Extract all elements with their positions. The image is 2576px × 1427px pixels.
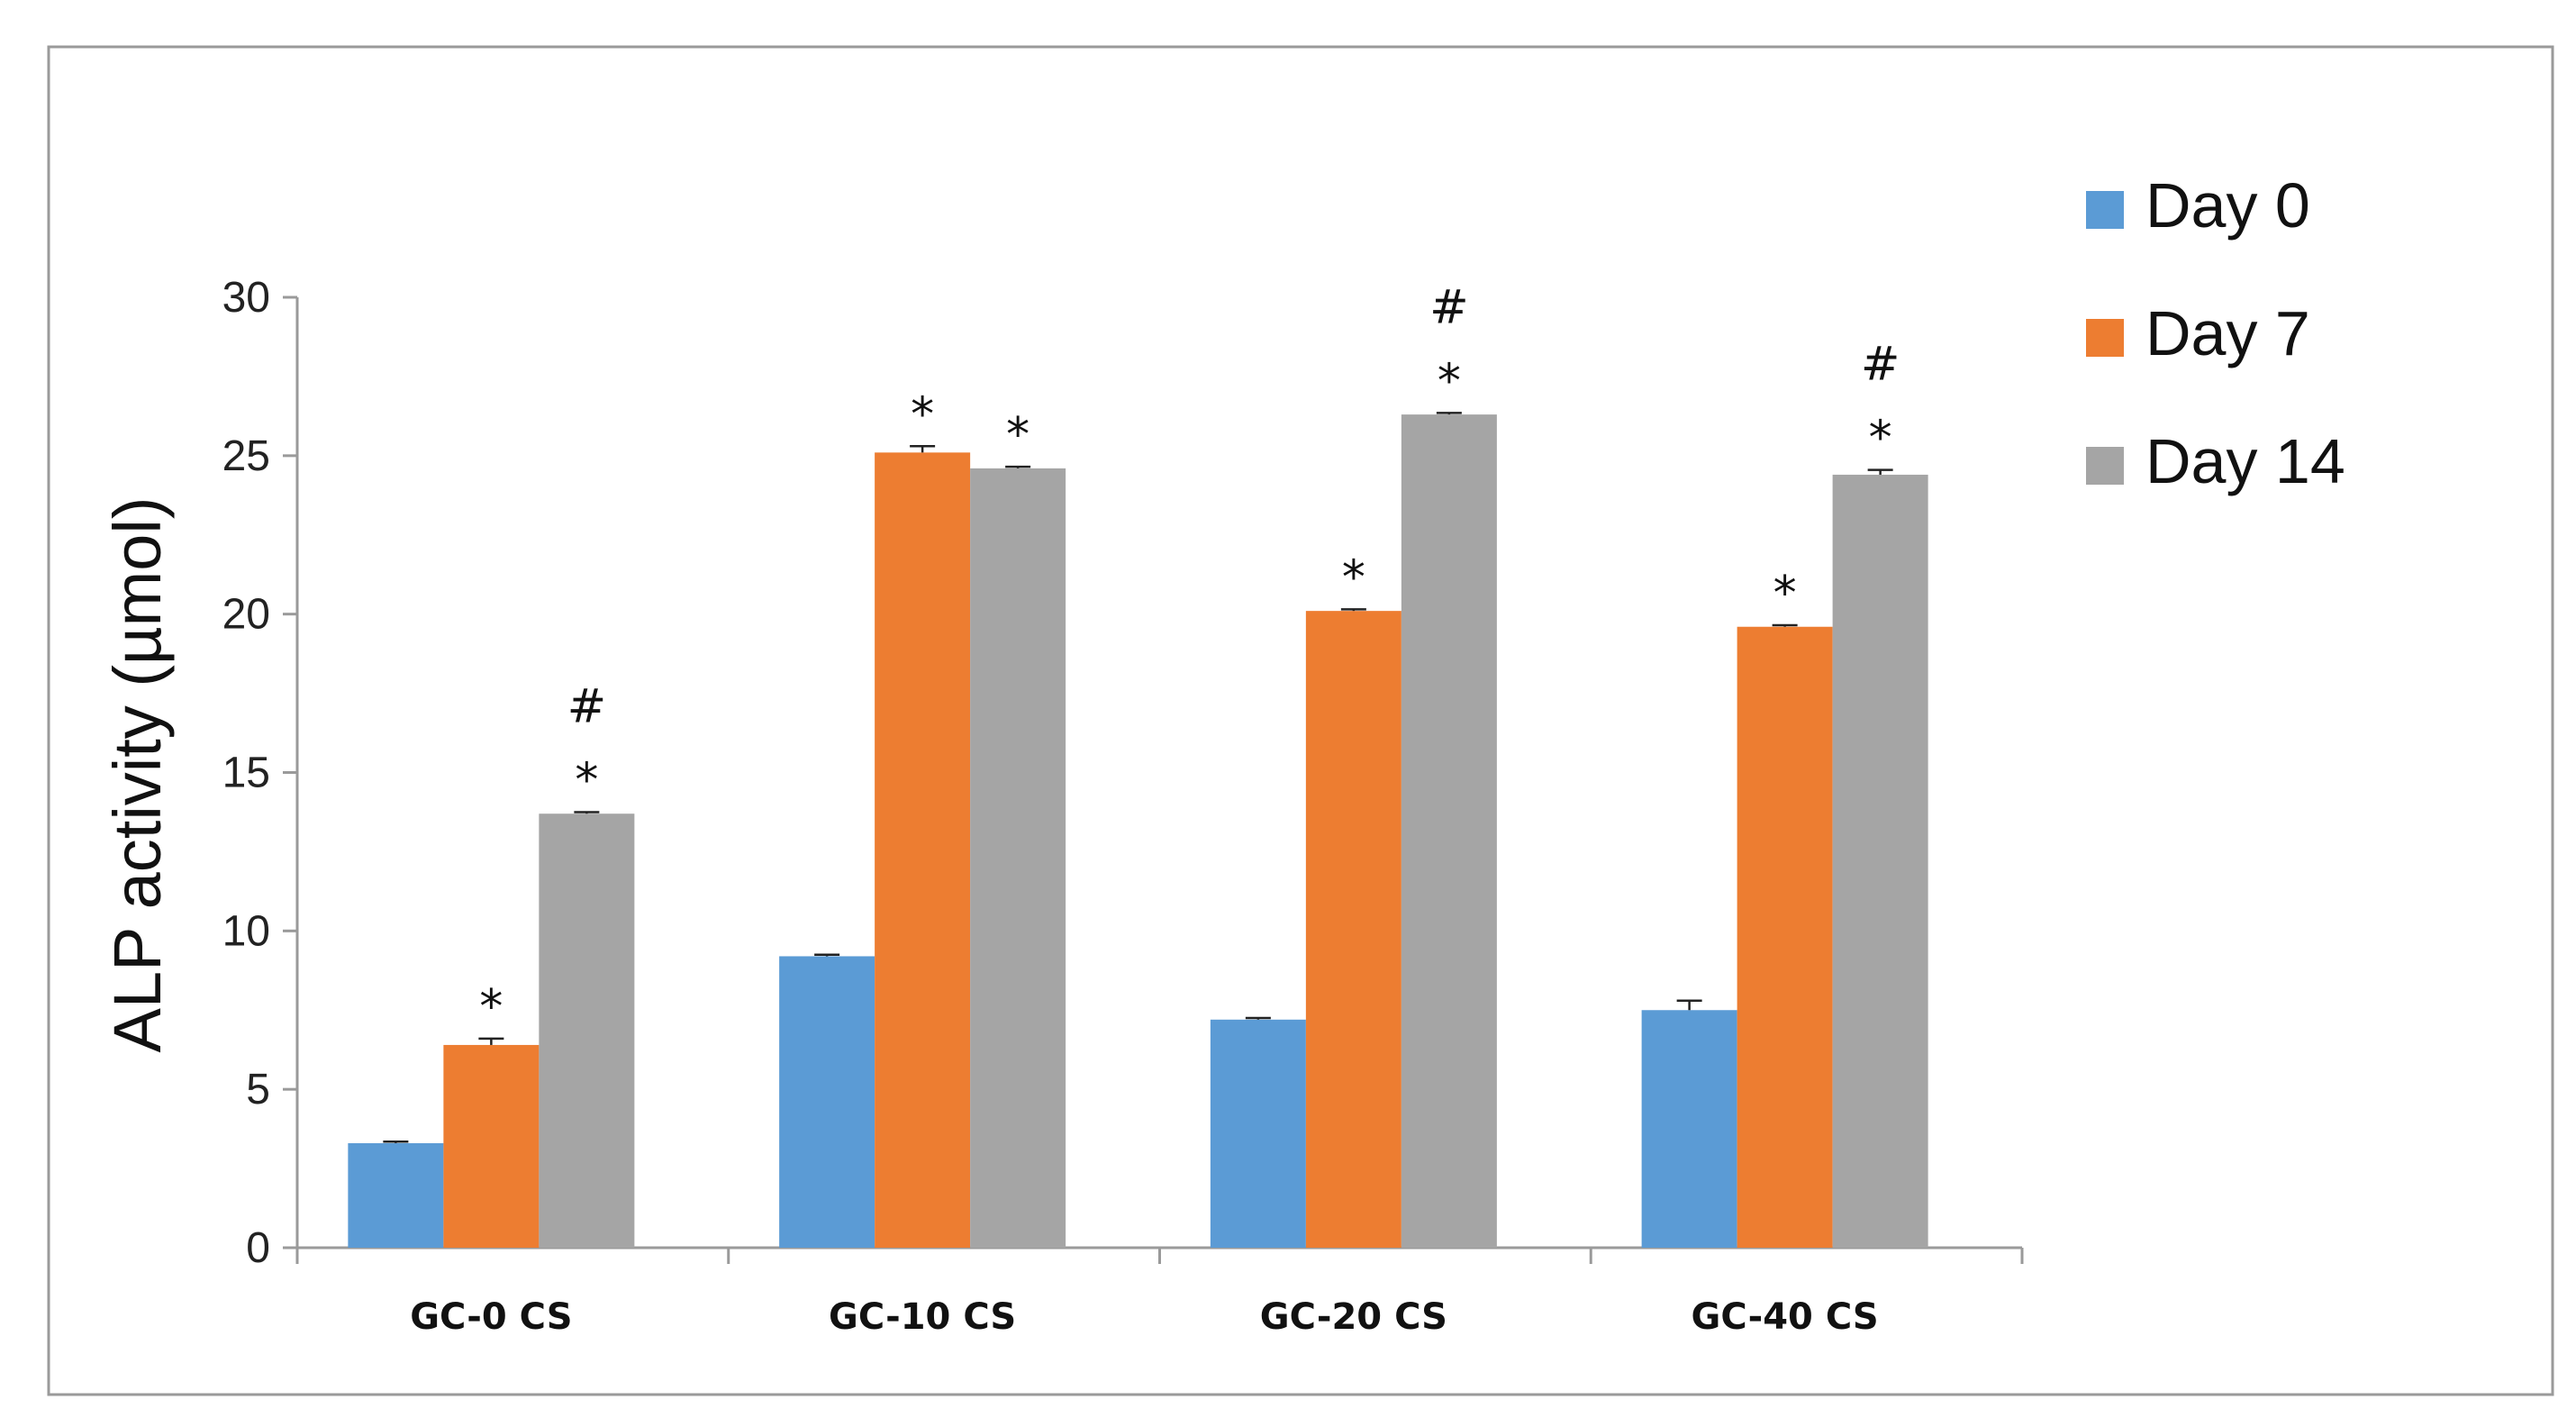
y-tick-label: 5 [246,1066,270,1113]
bar [1305,611,1401,1248]
significance-star: * [575,753,598,807]
significance-star: * [1342,550,1365,604]
significance-star: * [479,980,503,1034]
bar [970,468,1066,1248]
significance-star: * [911,387,934,441]
significance-star: * [1006,408,1029,462]
bar [443,1044,540,1248]
x-category-label: GC-40 CS [1692,1296,1879,1338]
significance-star: * [1773,567,1797,621]
legend-label: Day 14 [2145,426,2345,496]
y-tick-label: 10 [222,907,270,955]
legend-swatch [2086,319,2124,357]
significance-hash: # [1861,338,1900,392]
x-category-label: GC-0 CS [410,1296,572,1338]
y-tick-label: 25 [222,432,270,480]
plot-area: 0 5 10 15 20 25 30 GC-0 CS * * # GC-10 CS * * GC-20 CS… [222,274,2024,1338]
y-axis-title: ALP activity (µmol) [100,497,175,1053]
legend-swatch [2086,447,2124,485]
significance-star: * [1438,354,1461,408]
legend: Day 0 Day 7 Day 14 [2086,170,2345,496]
bar [779,956,875,1248]
x-category-label: GC-20 CS [1260,1296,1447,1338]
bar [539,813,635,1248]
bar [875,452,971,1249]
y-tick-label: 0 [246,1224,270,1272]
bar [1210,1019,1306,1248]
x-category-label: GC-10 CS [829,1296,1016,1338]
bar [1641,1010,1737,1248]
legend-swatch [2086,191,2124,229]
significance-hash: # [567,679,607,733]
bar [1401,414,1497,1248]
y-tick-label: 30 [222,274,270,322]
bar [1737,626,1833,1248]
significance-hash: # [1429,280,1469,334]
y-tick-label: 20 [222,591,270,639]
bar [1832,474,1928,1248]
legend-label: Day 0 [2145,170,2310,241]
significance-star: * [1869,412,1892,466]
bar [348,1142,444,1248]
legend-label: Day 7 [2145,298,2310,368]
y-tick-label: 15 [222,750,270,797]
